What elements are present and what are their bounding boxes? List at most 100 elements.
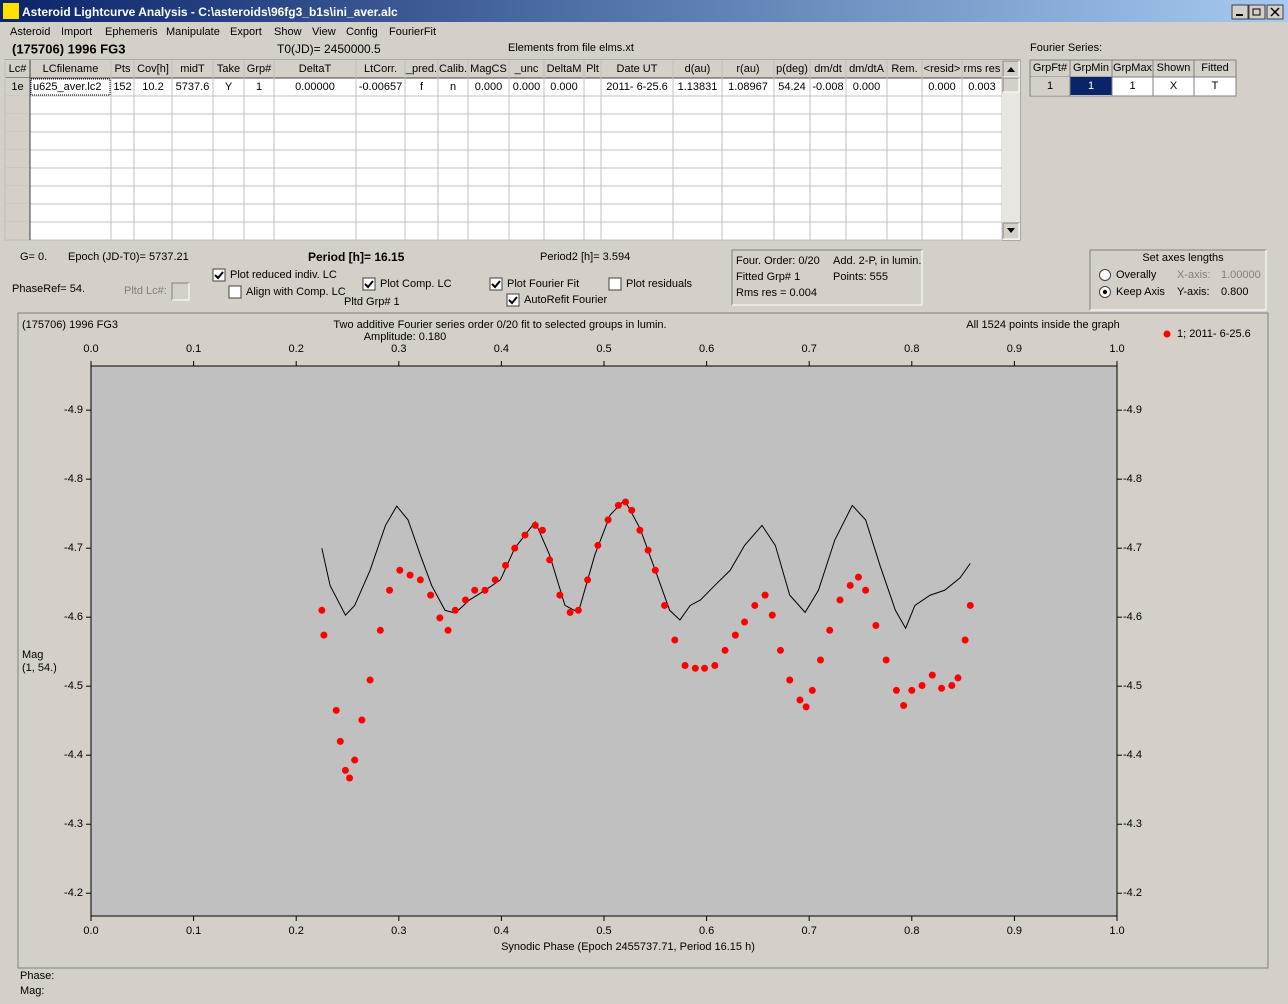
scroll-down-arrow: [1007, 228, 1015, 233]
checkbox[interactable]: [228, 285, 242, 299]
column-header: Pts: [115, 63, 131, 75]
column-header: Take: [217, 63, 240, 75]
column-header: MagCS: [470, 63, 507, 75]
period: Period [h]= 16.15: [308, 250, 405, 264]
x-tick-label: 0.3: [391, 925, 406, 937]
y-tick-label: -4.7: [64, 542, 83, 554]
y-tick-label-right: -4.3: [1123, 818, 1142, 830]
data-point: [928, 671, 936, 679]
table-cell: 1: [256, 81, 262, 93]
menu-item[interactable]: Ephemeris: [105, 26, 158, 38]
menu-item[interactable]: Show: [274, 26, 302, 38]
data-point: [566, 608, 574, 616]
data-point: [691, 664, 699, 672]
menu-item[interactable]: Config: [346, 26, 378, 38]
table-cell: 1.08967: [728, 81, 768, 93]
data-point: [406, 571, 414, 579]
fourier-cell: 1: [1047, 80, 1053, 92]
pltd-lc: Pltd Lc#:: [124, 285, 167, 297]
window-controls: [1231, 4, 1284, 20]
table-cell: 1.13831: [678, 81, 718, 93]
data-point: [966, 601, 974, 609]
checkbox[interactable]: [212, 268, 226, 282]
column-header: Rem.: [891, 63, 917, 75]
data-point: [721, 646, 729, 654]
x-tick-label-top: 0.3: [391, 343, 406, 355]
radio[interactable]: [1099, 269, 1111, 281]
scroll-thumb: [1002, 77, 1020, 93]
column-header: Calib.: [439, 63, 467, 75]
table-cell: f: [420, 81, 424, 93]
row-header-cell: [5, 168, 30, 186]
menu-item[interactable]: Asteroid: [10, 26, 50, 38]
data-point: [594, 541, 602, 549]
status-label: Mag:: [20, 985, 44, 997]
data-point: [776, 646, 784, 654]
data-point: [351, 756, 359, 764]
elements-label: Elements from file elms.xt: [508, 42, 634, 54]
x-tick-label: 0.6: [699, 925, 714, 937]
table-cell: -0.00657: [359, 81, 402, 93]
chart-note: All 1524 points inside the graph: [966, 319, 1120, 331]
x-tick-label: 0.0: [83, 925, 98, 937]
table-cell: 0.000: [550, 81, 578, 93]
menu-item[interactable]: FourierFit: [389, 26, 436, 38]
asteroid-name: (175706) 1996 FG3: [12, 42, 125, 57]
data-point: [846, 581, 854, 589]
fourier-cell: X: [1170, 80, 1178, 92]
column-header: p(deg): [776, 63, 808, 75]
data-point: [651, 566, 659, 574]
data-point: [636, 526, 644, 534]
column-header: DeltaM: [547, 63, 582, 75]
spinner: [171, 282, 190, 301]
y-tick-label: -4.2: [64, 887, 83, 899]
column-header: dm/dtA: [849, 63, 885, 75]
checkbox[interactable]: [489, 277, 503, 291]
checkmark: [508, 296, 518, 305]
y-tick-label-right: -4.4: [1123, 749, 1142, 761]
column-header: _unc: [514, 63, 539, 75]
checkbox[interactable]: [608, 277, 622, 291]
x-tick-label: 1.0: [1109, 925, 1124, 937]
app-icon: [3, 3, 19, 19]
checkbox[interactable]: [506, 293, 520, 307]
restore-icon: [1252, 8, 1261, 16]
data-point: [531, 521, 539, 529]
checkbox[interactable]: [362, 277, 376, 291]
menu-item[interactable]: View: [312, 26, 336, 38]
column-header: _pred.: [405, 63, 437, 75]
radio-label: Overally: [1116, 269, 1157, 281]
checkmark: [491, 280, 501, 289]
fit-box-highlight: [732, 250, 923, 306]
data-point: [751, 601, 759, 609]
fourier-label: Fourier Series:: [1030, 42, 1102, 54]
data-point: [341, 766, 349, 774]
menu-item[interactable]: Manipulate: [166, 26, 220, 38]
menu-item[interactable]: Import: [61, 26, 92, 38]
data-point: [556, 591, 564, 599]
data-point: [796, 696, 804, 704]
chart-object: (175706) 1996 FG3: [22, 319, 118, 331]
data-point: [604, 516, 612, 524]
checkbox-label: Plot reduced indiv. LC: [230, 269, 337, 281]
axes-box-title: Set axes lengths: [1142, 252, 1224, 264]
row-header-cell: [5, 78, 30, 96]
fourier-selected: [1070, 77, 1112, 95]
data-point: [511, 544, 519, 552]
row-header-cell: [5, 204, 30, 222]
data-point: [436, 614, 444, 622]
y-tick-label-right: -4.2: [1123, 887, 1142, 899]
fit-info: Four. Order: 0/20: [736, 255, 820, 267]
data-point: [900, 702, 908, 710]
restore-button[interactable]: [1248, 4, 1266, 20]
period2: Period2 [h]= 3.594: [540, 251, 630, 263]
window-title: Asteroid Lightcurve Analysis - C:\astero…: [22, 5, 398, 19]
minimize-button[interactable]: [1231, 4, 1249, 20]
menu-item[interactable]: Export: [230, 26, 262, 38]
data-point: [451, 606, 459, 614]
data-point: [711, 661, 719, 669]
data-point: [574, 606, 582, 614]
data-point: [862, 586, 870, 594]
